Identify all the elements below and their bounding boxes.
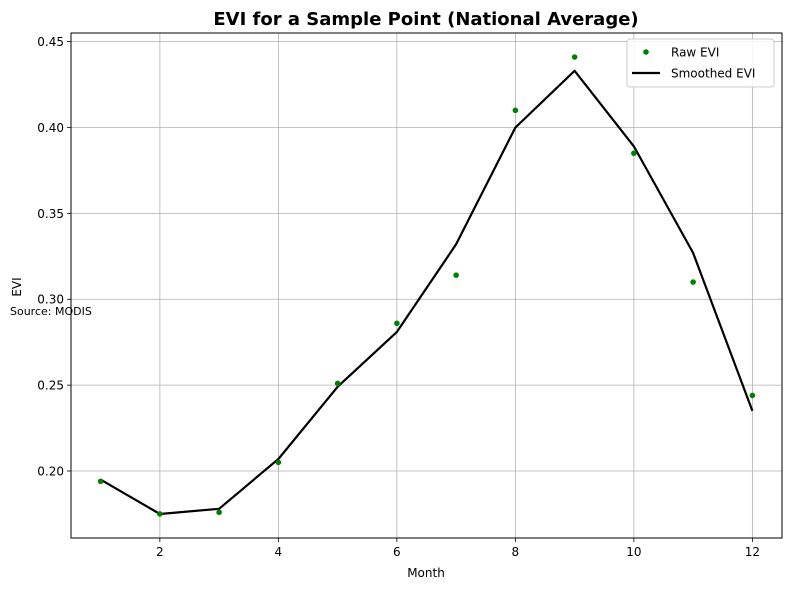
legend-box: [626, 38, 775, 88]
raw-evi-point: [571, 54, 578, 60]
plot-frame: [70, 32, 783, 539]
legend-raw-label: Raw EVI: [671, 46, 719, 60]
grid: [71, 33, 782, 538]
axis-ticks: 2 4 6 8 10 12 0.20 0.25 0.30 0.35 0.40 0.45: [37, 35, 760, 559]
x-tick-label: 10: [626, 545, 641, 559]
raw-evi-point: [275, 459, 282, 466]
x-tick-label: 2: [156, 545, 164, 559]
raw-evi-point: [749, 392, 756, 399]
raw-evi-point: [512, 107, 519, 114]
raw-evi-point: [157, 511, 163, 517]
raw-evi-point: [334, 380, 341, 387]
x-tick-label: 4: [275, 545, 283, 559]
chart-title: EVI for a Sample Point (National Average…: [213, 9, 638, 30]
raw-evi-point: [216, 509, 222, 516]
y-tick-label: 0.20: [37, 465, 64, 479]
raw-evi-point: [631, 150, 637, 157]
legend-raw-marker: [643, 49, 649, 55]
x-tick-label: 6: [393, 545, 401, 559]
y-tick-label: 0.30: [37, 293, 64, 307]
y-tick-label: 0.45: [37, 35, 64, 49]
y-tick-label: 0.25: [37, 379, 64, 393]
source-annotation: Source: MODIS: [10, 305, 92, 318]
legend: Raw EVI Smoothed EVI: [626, 38, 775, 88]
y-tick-label: 0.35: [37, 207, 64, 221]
raw-evi-point: [97, 478, 104, 485]
x-tick-label: 8: [512, 545, 520, 559]
legend-smoothed-label: Smoothed EVI: [671, 67, 755, 81]
plot-area: [97, 54, 756, 517]
y-axis-label: EVI: [10, 277, 24, 296]
raw-evi-point: [453, 272, 459, 278]
y-tick-label: 0.40: [37, 121, 64, 135]
raw-evi-point: [690, 279, 696, 285]
x-axis-label: Month: [407, 566, 445, 580]
x-tick-label: 12: [745, 545, 760, 559]
raw-evi-point: [394, 320, 400, 327]
smoothed-evi-line: [100, 69, 754, 516]
